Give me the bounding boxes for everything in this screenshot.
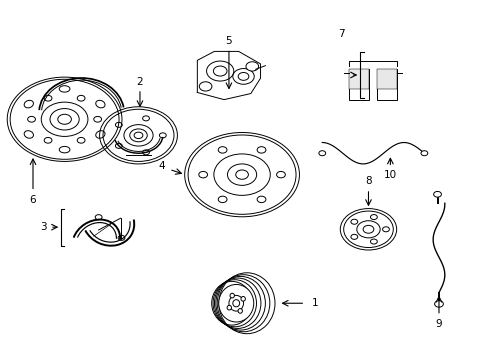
Bar (348, 69, 369, 89)
Text: 7: 7 (338, 28, 345, 39)
Ellipse shape (241, 297, 245, 301)
Ellipse shape (238, 309, 242, 313)
Ellipse shape (226, 305, 231, 310)
Circle shape (213, 66, 226, 76)
Ellipse shape (232, 300, 239, 307)
Text: 3: 3 (40, 222, 46, 232)
Circle shape (199, 82, 211, 91)
Text: 5: 5 (225, 36, 232, 46)
Circle shape (343, 211, 392, 248)
Circle shape (363, 225, 373, 233)
Circle shape (420, 151, 427, 156)
Circle shape (245, 62, 258, 71)
Text: 10: 10 (383, 170, 396, 180)
Text: 8: 8 (365, 176, 371, 186)
Bar (348, 69, 369, 100)
Bar (376, 69, 396, 89)
Circle shape (238, 72, 248, 80)
Polygon shape (197, 51, 260, 100)
Ellipse shape (218, 284, 253, 322)
Text: 2: 2 (136, 77, 143, 87)
Circle shape (318, 151, 325, 156)
Text: 1: 1 (311, 298, 318, 308)
Bar (376, 69, 396, 100)
Circle shape (123, 125, 153, 146)
Circle shape (434, 301, 443, 307)
Circle shape (235, 170, 248, 179)
Ellipse shape (219, 273, 274, 334)
Text: 9: 9 (435, 319, 442, 329)
Text: 4: 4 (158, 161, 165, 171)
Text: 6: 6 (30, 195, 36, 204)
Circle shape (433, 192, 441, 197)
Ellipse shape (229, 293, 234, 298)
